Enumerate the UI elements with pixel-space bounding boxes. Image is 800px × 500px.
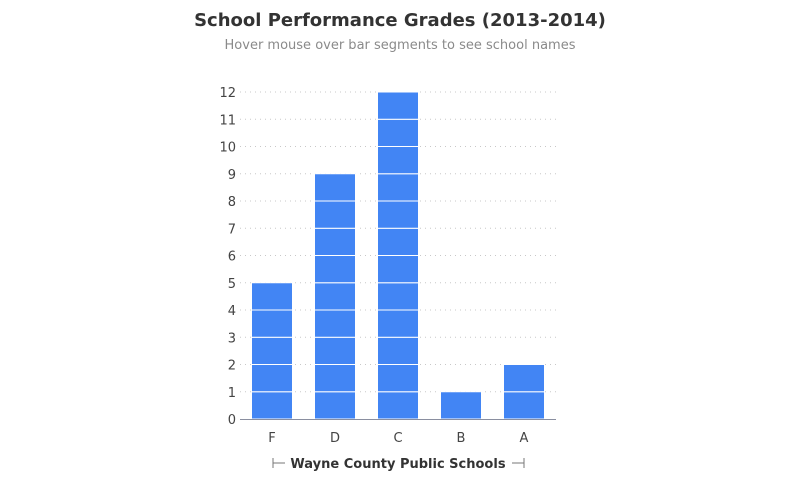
bar-segment[interactable] bbox=[440, 391, 482, 420]
bar-segment[interactable] bbox=[314, 227, 356, 256]
x-tick-label: F bbox=[268, 431, 275, 446]
y-tick-label: 5 bbox=[228, 277, 236, 292]
bar-segment[interactable] bbox=[314, 364, 356, 393]
bar-segment[interactable] bbox=[314, 282, 356, 311]
bar-segment[interactable] bbox=[314, 200, 356, 229]
bar-segment[interactable] bbox=[377, 391, 419, 420]
chart-title: School Performance Grades (2013-2014) bbox=[194, 10, 606, 31]
bar-segment[interactable] bbox=[377, 309, 419, 338]
y-tick-label: 3 bbox=[228, 331, 236, 346]
bar-segment[interactable] bbox=[503, 391, 545, 420]
bar-segment[interactable] bbox=[314, 391, 356, 420]
bar-segment[interactable] bbox=[377, 255, 419, 284]
y-tick-label: 12 bbox=[219, 86, 236, 101]
y-tick-label: 4 bbox=[228, 304, 236, 319]
y-tick-label: 9 bbox=[228, 168, 236, 183]
bar-segment[interactable] bbox=[314, 255, 356, 284]
bar-c[interactable] bbox=[377, 91, 419, 420]
bar-segment[interactable] bbox=[377, 364, 419, 393]
bar-segment[interactable] bbox=[377, 146, 419, 175]
y-tick-label: 6 bbox=[228, 250, 236, 265]
y-tick-label: 11 bbox=[219, 113, 236, 128]
y-tick-label: 0 bbox=[228, 413, 236, 428]
x-axis-title: Wayne County Public Schools bbox=[290, 457, 505, 472]
bar-segment[interactable] bbox=[251, 364, 293, 393]
y-tick-label: 2 bbox=[228, 359, 236, 374]
y-tick-label: 10 bbox=[219, 141, 236, 156]
bar-segment[interactable] bbox=[377, 173, 419, 202]
bar-segment[interactable] bbox=[377, 118, 419, 147]
bar-segment[interactable] bbox=[314, 309, 356, 338]
bar-segment[interactable] bbox=[314, 336, 356, 365]
bar-d[interactable] bbox=[314, 173, 356, 420]
x-tick-label: B bbox=[457, 431, 466, 446]
x-axis-title-bracket bbox=[512, 458, 525, 468]
bar-segment[interactable] bbox=[251, 282, 293, 311]
bar-segment[interactable] bbox=[503, 364, 545, 393]
bar-segment[interactable] bbox=[377, 336, 419, 365]
chart-subtitle: Hover mouse over bar segments to see sch… bbox=[224, 38, 576, 53]
bar-segment[interactable] bbox=[251, 336, 293, 365]
bar-segment[interactable] bbox=[314, 173, 356, 202]
x-tick-label: A bbox=[520, 431, 529, 446]
x-tick-label: C bbox=[393, 431, 402, 446]
x-axis-title-bracket bbox=[272, 458, 285, 468]
bar-f[interactable] bbox=[251, 282, 293, 420]
bar-segment[interactable] bbox=[377, 227, 419, 256]
y-tick-label: 8 bbox=[228, 195, 236, 210]
bar-a[interactable] bbox=[503, 364, 545, 420]
bars bbox=[251, 91, 545, 420]
y-tick-label: 7 bbox=[228, 222, 236, 237]
y-tick-label: 1 bbox=[228, 386, 236, 401]
bar-segment[interactable] bbox=[377, 200, 419, 229]
bar-segment[interactable] bbox=[377, 282, 419, 311]
x-tick-label: D bbox=[330, 431, 340, 446]
bar-segment[interactable] bbox=[251, 309, 293, 338]
bar-b[interactable] bbox=[440, 391, 482, 420]
bar-segment[interactable] bbox=[377, 91, 419, 120]
bar-segment[interactable] bbox=[251, 391, 293, 420]
